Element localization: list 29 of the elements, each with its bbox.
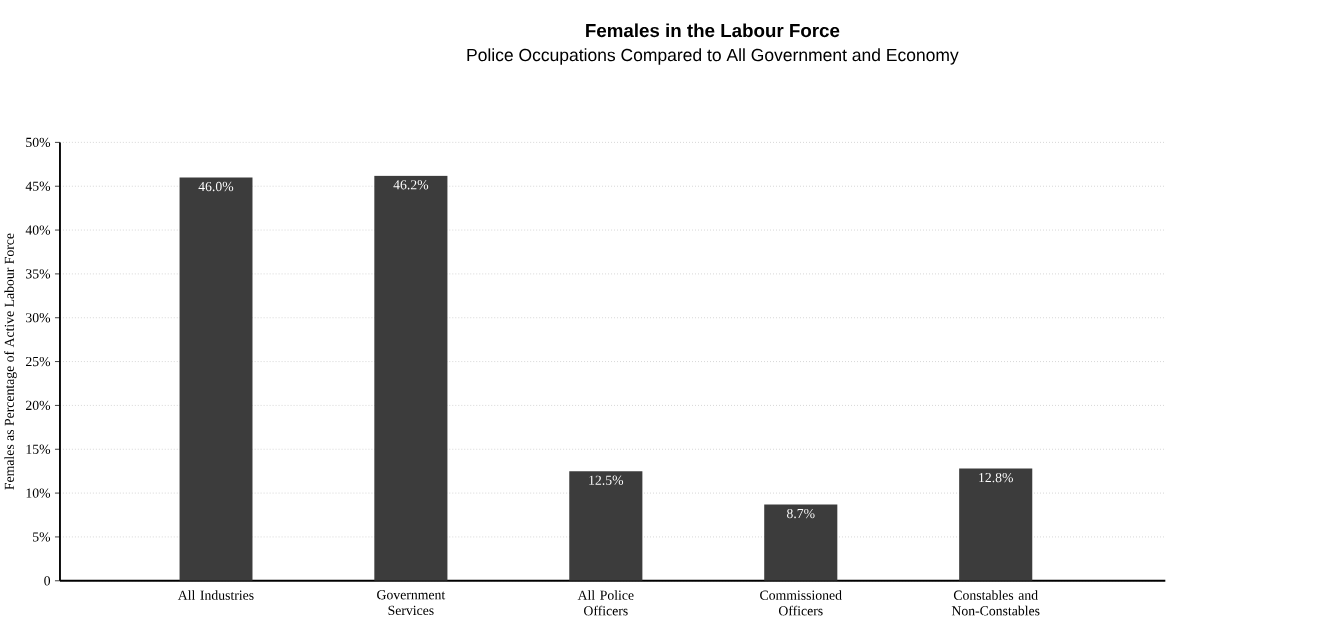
y-tick-label: 20% [25,400,51,411]
x-tick-label: Commissioned Officers [760,590,842,616]
y-tick-label: 5% [33,532,51,542]
data-label: 46.0% [198,181,234,192]
y-tick-label: 30% [26,313,51,323]
chart-subtitle: Police Occupations Compared to All Government and Economy [467,48,959,65]
y-axis-title: Females as Percentage of Active Labour Force [4,233,17,490]
x-tick-label: All Industries [177,590,254,600]
y-tick-label: 10% [26,488,51,498]
chart-title: Females in the Labour Force [586,23,840,38]
data-label: 46.2% [393,180,429,190]
bar [374,175,448,581]
data-label: 8.7% [786,509,815,519]
x-tick-label: Constables and Non-Constables [951,590,1040,616]
y-tick-label: 50% [26,137,51,148]
bar [569,471,643,581]
bar [959,468,1033,581]
x-tick-label: All Police Officers [577,590,634,616]
y-tick-label: 25% [25,357,51,367]
y-tick-label: 40% [25,225,51,235]
data-label: 12.8% [979,473,1013,483]
bar [179,177,253,581]
bar [764,504,838,581]
data-label: 12.5% [589,475,624,486]
y-tick-label: 0 [44,576,51,586]
y-tick-label: 45% [25,181,51,191]
y-tick-label: 15% [26,444,51,455]
x-tick-label: Government Services [377,590,446,616]
y-tick-label: 35% [26,269,51,279]
